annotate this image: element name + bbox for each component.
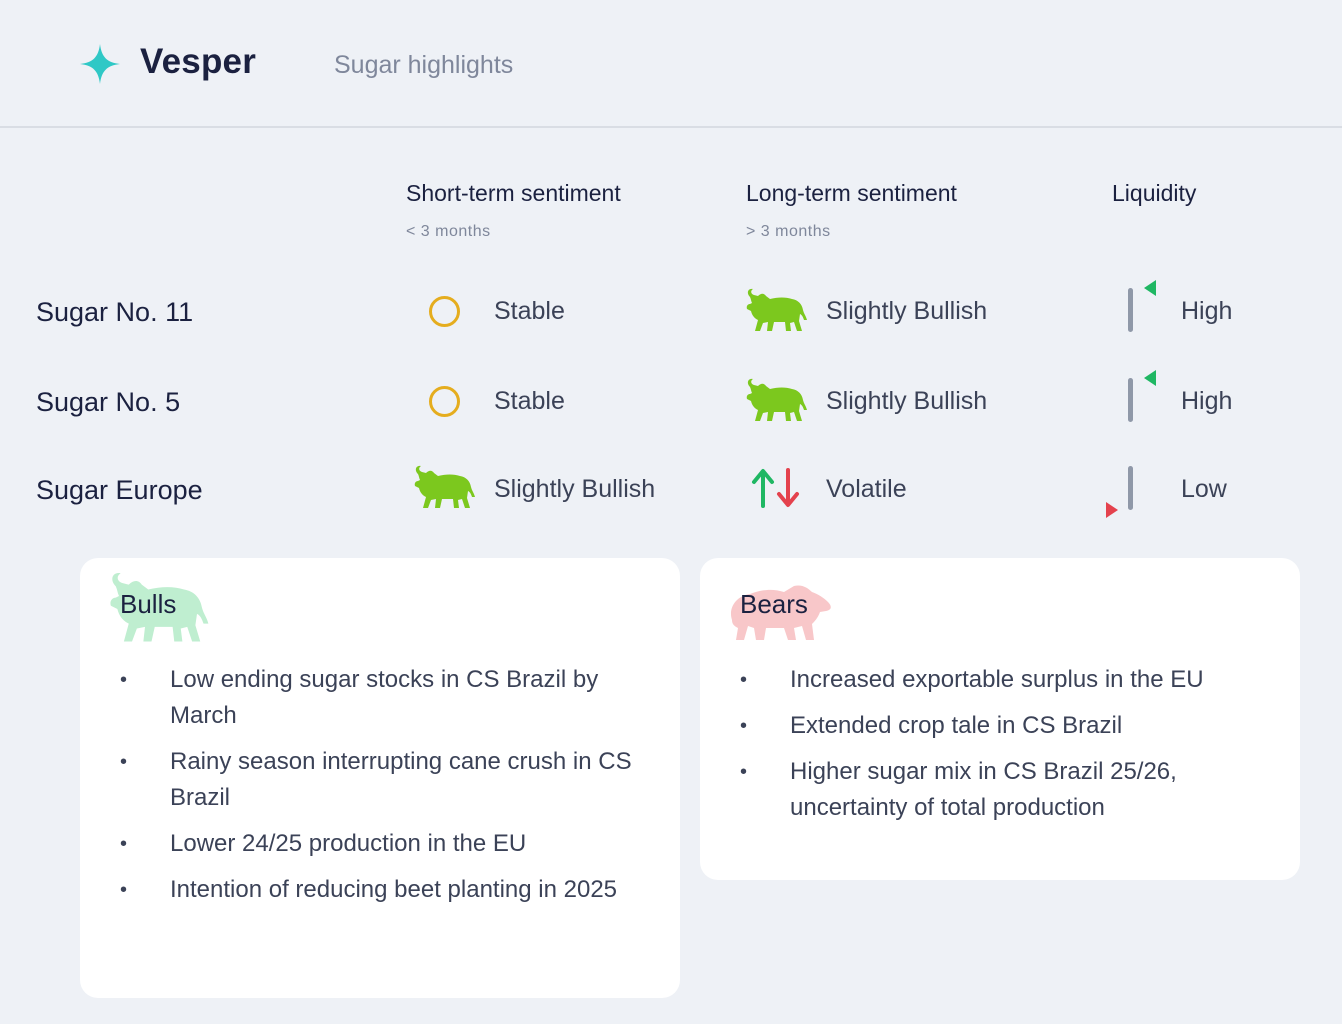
bears-list: Increased exportable surplus in the EU E… bbox=[740, 662, 1290, 836]
liquidity-low-icon bbox=[1106, 466, 1133, 518]
bulls-title: Bulls bbox=[120, 589, 177, 619]
list-item: Lower 24/25 production in the EU bbox=[120, 826, 650, 862]
top-header: Vesper Sugar highlights bbox=[0, 0, 1342, 128]
liquidity-label: High bbox=[1181, 387, 1233, 415]
vesper-logo-icon bbox=[80, 44, 120, 84]
stable-circle-icon bbox=[429, 296, 460, 327]
bull-icon bbox=[412, 464, 476, 512]
bear-watermark-icon bbox=[730, 585, 831, 640]
row-name-sugar-no-5: Sugar No. 5 bbox=[36, 387, 181, 417]
liquidity-label: Low bbox=[1181, 475, 1227, 503]
up-down-arrows-icon bbox=[752, 468, 799, 508]
long-term-label: Slightly Bullish bbox=[826, 387, 988, 415]
liquidity-high-icon bbox=[1128, 280, 1156, 332]
liquidity-label: High bbox=[1181, 297, 1233, 325]
liquidity-high-icon bbox=[1128, 370, 1156, 422]
bears-card: Bears Increased exportable surplus in th… bbox=[700, 558, 1300, 880]
long-term-header: Long-term sentiment bbox=[746, 180, 957, 206]
row-name-sugar-no-11: Sugar No. 11 bbox=[36, 297, 194, 327]
long-term-subheader: > 3 months bbox=[746, 223, 831, 240]
list-item: Low ending sugar stocks in CS Brazil by … bbox=[120, 662, 650, 734]
list-item: Rainy season interrupting cane crush in … bbox=[120, 744, 650, 816]
stable-circle-icon bbox=[429, 386, 460, 417]
long-term-label: Volatile bbox=[826, 475, 907, 503]
list-item: Intention of reducing beet planting in 2… bbox=[120, 872, 650, 908]
bull-icon bbox=[744, 377, 808, 425]
short-term-label: Slightly Bullish bbox=[494, 475, 656, 503]
short-term-subheader: < 3 months bbox=[406, 223, 491, 240]
list-item: Extended crop tale in CS Brazil bbox=[740, 708, 1290, 744]
liquidity-header: Liquidity bbox=[1112, 180, 1197, 206]
short-term-label: Stable bbox=[494, 387, 565, 415]
row-name-sugar-europe: Sugar Europe bbox=[36, 475, 203, 505]
short-term-label: Stable bbox=[494, 297, 565, 325]
short-term-header: Short-term sentiment bbox=[406, 180, 621, 206]
bulls-card: Bulls Low ending sugar stocks in CS Braz… bbox=[80, 558, 680, 998]
brand-name: Vesper bbox=[140, 42, 257, 81]
list-item: Increased exportable surplus in the EU bbox=[740, 662, 1290, 698]
bull-icon bbox=[744, 287, 808, 335]
bulls-list: Low ending sugar stocks in CS Brazil by … bbox=[120, 662, 650, 918]
page-subtitle: Sugar highlights bbox=[334, 51, 514, 79]
list-item: Higher sugar mix in CS Brazil 25/26, unc… bbox=[740, 754, 1290, 826]
long-term-label: Slightly Bullish bbox=[826, 297, 988, 325]
bears-title: Bears bbox=[740, 589, 808, 619]
